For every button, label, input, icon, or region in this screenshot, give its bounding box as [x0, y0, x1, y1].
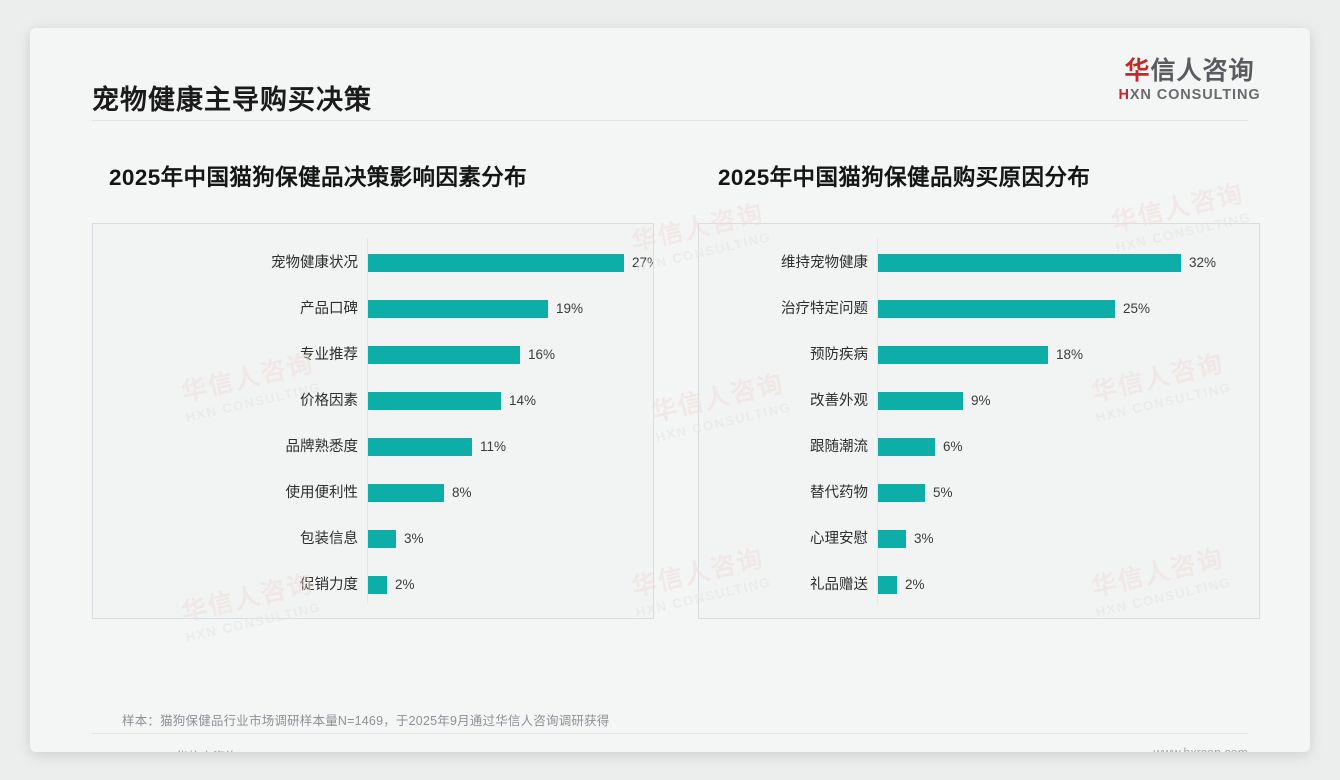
bar-value-label: 6%: [943, 439, 963, 454]
bar: [878, 576, 897, 594]
bar-row: 产品口碑 19%: [93, 300, 653, 318]
bar-category-label: 跟随潮流: [810, 439, 868, 455]
bar-row: 品牌熟悉度 11%: [93, 438, 653, 456]
bar-row: 改善外观 9%: [699, 392, 1259, 410]
bar-row: 替代药物 5%: [699, 484, 1259, 502]
bar: [368, 392, 501, 410]
bar: [368, 346, 520, 364]
bar-value-label: 3%: [404, 531, 424, 546]
bar-value-label: 11%: [480, 439, 507, 454]
website-url[interactable]: www.hxrcon.com: [1154, 746, 1248, 752]
bar-value-label: 18%: [1056, 347, 1084, 362]
bar: [878, 346, 1048, 364]
bar-value-label: 2%: [395, 577, 415, 592]
chart-axis-line: [877, 238, 878, 604]
sample-footnote: 样本：猫狗保健品行业市场调研样本量N=1469，于2025年9月通过华信人咨询调…: [122, 714, 610, 728]
chart-panel-right: 维持宠物健康 32% 治疗特定问题 25% 预防疾病 18% 改善外观 9% 跟随潮流 6% 替代药…: [698, 223, 1260, 619]
chart-axis-line: [367, 238, 368, 604]
bar-category-label: 品牌熟悉度: [285, 439, 359, 455]
slide-header: 宠物健康主导购买决策 华信人咨询 HXN CONSULTING: [30, 28, 1310, 121]
bar-category-label: 促销力度: [300, 577, 358, 593]
bar-row: 治疗特定问题 25%: [699, 300, 1259, 318]
copyright-text: ©2025.11 HXR华信人咨询: [92, 746, 238, 752]
bar-chart-right: 维持宠物健康 32% 治疗特定问题 25% 预防疾病 18% 改善外观 9% 跟随潮流 6% 替代药…: [699, 224, 1259, 618]
bar: [878, 484, 925, 502]
bar-value-label: 9%: [971, 393, 991, 408]
bar-category-label: 预防疾病: [810, 347, 868, 363]
bar-row: 价格因素 14%: [93, 392, 653, 410]
bar-value-label: 8%: [452, 485, 472, 500]
bar: [368, 530, 396, 548]
bar-row: 包装信息 3%: [93, 530, 653, 548]
page-title: 宠物健康主导购买决策: [92, 85, 372, 115]
bar-row: 宠物健康状况 27%: [93, 254, 653, 272]
chart-block-decision-factors: 2025年中国猫狗保健品决策影响因素分布 宠物健康状况 27% 产品口碑 19% 专业推…: [92, 160, 654, 619]
bar-category-label: 使用便利性: [285, 485, 359, 501]
bar-category-label: 改善外观: [810, 393, 868, 409]
bar-row: 使用便利性 8%: [93, 484, 653, 502]
company-logo: 华信人咨询 HXN CONSULTING: [1107, 56, 1272, 103]
bar: [878, 530, 906, 548]
bar-category-label: 价格因素: [300, 393, 358, 409]
logo-en-rest: XN CONSULTING: [1129, 87, 1261, 103]
bar-value-label: 19%: [556, 301, 584, 316]
chart-panel-left: 宠物健康状况 27% 产品口碑 19% 专业推荐 16% 价格因素 14% 品牌熟悉度 11% 使用…: [92, 223, 654, 619]
bar-category-label: 心理安慰: [810, 531, 868, 547]
logo-english-text: HXN CONSULTING: [1107, 87, 1272, 103]
bar-row: 专业推荐 16%: [93, 346, 653, 364]
bar-row: 预防疾病 18%: [699, 346, 1259, 364]
bar-value-label: 27%: [632, 255, 653, 270]
bar-category-label: 礼品赠送: [810, 577, 868, 593]
bar-category-label: 宠物健康状况: [271, 255, 358, 271]
logo-chinese-text: 华信人咨询: [1107, 56, 1272, 86]
bar-value-label: 5%: [933, 485, 953, 500]
bar-value-label: 14%: [509, 393, 537, 408]
bar: [368, 300, 548, 318]
bar-value-label: 3%: [914, 531, 934, 546]
bar: [368, 254, 624, 272]
bar: [368, 576, 387, 594]
logo-cn-rest: 信人咨询: [1150, 57, 1255, 85]
bar: [878, 438, 935, 456]
header-divider: [92, 120, 1248, 121]
bar-row: 促销力度 2%: [93, 576, 653, 594]
chart-title-left: 2025年中国猫狗保健品决策影响因素分布: [109, 165, 528, 190]
bar-category-label: 包装信息: [300, 531, 358, 547]
bar-row: 维持宠物健康 32%: [699, 254, 1259, 272]
bar-row: 跟随潮流 6%: [699, 438, 1259, 456]
bar-value-label: 2%: [905, 577, 925, 592]
bar-value-label: 25%: [1123, 301, 1151, 316]
bar-chart-left: 宠物健康状况 27% 产品口碑 19% 专业推荐 16% 价格因素 14% 品牌熟悉度 11% 使用…: [93, 224, 653, 618]
bar-value-label: 32%: [1189, 255, 1217, 270]
bar-category-label: 维持宠物健康: [781, 255, 868, 271]
bar: [878, 300, 1115, 318]
slide-footer: ©2025.11 HXR华信人咨询 www.hxrcon.com: [30, 734, 1310, 752]
bar: [878, 392, 963, 410]
bar-category-label: 产品口碑: [300, 301, 358, 317]
bar-category-label: 专业推荐: [300, 347, 358, 363]
logo-cn-accent-char: 华: [1124, 57, 1151, 85]
bar: [368, 438, 472, 456]
bar-category-label: 治疗特定问题: [781, 301, 868, 317]
logo-en-accent-char: H: [1118, 87, 1130, 103]
bar-category-label: 替代药物: [810, 485, 868, 501]
slide: 宠物健康主导购买决策 华信人咨询 HXN CONSULTING 2025年中国猫…: [30, 28, 1310, 752]
bar-value-label: 16%: [528, 347, 556, 362]
bar: [878, 254, 1181, 272]
bar: [368, 484, 444, 502]
bar-row: 心理安慰 3%: [699, 530, 1259, 548]
chart-block-purchase-reasons: 2025年中国猫狗保健品购买原因分布 维持宠物健康 32% 治疗特定问题 25% 预防疾…: [698, 160, 1260, 619]
bar-row: 礼品赠送 2%: [699, 576, 1259, 594]
chart-title-right: 2025年中国猫狗保健品购买原因分布: [718, 165, 1091, 190]
footer-divider: [92, 733, 1248, 734]
